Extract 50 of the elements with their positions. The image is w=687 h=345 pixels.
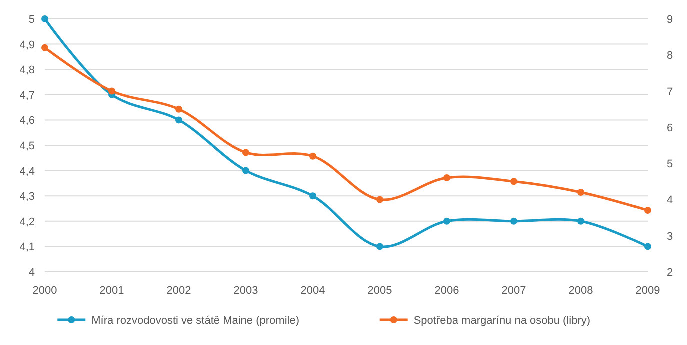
legend-label: Míra rozvodovosti ve státě Maine (promile) bbox=[92, 315, 300, 327]
x-tick-label: 2006 bbox=[434, 285, 460, 297]
y2-tick-label: 9 bbox=[666, 14, 674, 26]
point bbox=[176, 116, 182, 124]
point bbox=[242, 149, 250, 156]
point bbox=[510, 178, 518, 186]
y-tick-label: 4,8 bbox=[20, 64, 35, 77]
point bbox=[444, 174, 450, 182]
y2-tick-label: 5 bbox=[666, 158, 674, 171]
legend-label: Spotřeba margarínu na osobu (libry) bbox=[414, 315, 591, 327]
y2-tick-label: 6 bbox=[666, 122, 674, 134]
y2-tick-label: 3 bbox=[666, 230, 674, 243]
point bbox=[42, 44, 48, 52]
point bbox=[376, 243, 384, 250]
y-tick-label: 4,4 bbox=[20, 166, 35, 178]
x-tick-label: 2009 bbox=[636, 285, 660, 297]
y-tick-label: 5 bbox=[28, 14, 35, 26]
y-tick-label: 4,6 bbox=[20, 115, 35, 128]
x-tick-label: 2003 bbox=[234, 285, 258, 297]
x-tick-label: 2002 bbox=[166, 285, 192, 297]
point bbox=[444, 218, 450, 225]
point bbox=[42, 16, 48, 22]
y-tick-label: 4 bbox=[28, 267, 35, 279]
x-tick-label: 2008 bbox=[568, 285, 594, 297]
point bbox=[310, 152, 316, 160]
point bbox=[310, 192, 316, 200]
y-tick-label: 4,5 bbox=[20, 140, 35, 152]
point bbox=[644, 207, 652, 214]
point bbox=[510, 218, 518, 225]
point bbox=[176, 106, 182, 113]
x-tick-label: 2001 bbox=[100, 285, 124, 297]
y2-tick-label: 8 bbox=[666, 50, 674, 62]
point bbox=[242, 167, 250, 174]
point bbox=[376, 196, 384, 204]
y2-tick-label: 7 bbox=[666, 86, 674, 98]
x-tick-label: 2004 bbox=[300, 285, 326, 297]
y2-tick-label: 2 bbox=[666, 267, 674, 279]
y-tick-label: 4,7 bbox=[20, 90, 35, 102]
y-tick-label: 4,2 bbox=[20, 216, 35, 228]
x-tick-label: 2007 bbox=[502, 285, 526, 297]
point bbox=[644, 243, 652, 250]
y-tick-label: 4,9 bbox=[20, 39, 35, 52]
x-tick-label: 2000 bbox=[32, 285, 58, 297]
y-tick-label: 4,3 bbox=[20, 191, 35, 204]
y-tick-label: 4,1 bbox=[20, 242, 35, 254]
x-tick-label: 2005 bbox=[368, 285, 392, 297]
y2-tick-label: 4 bbox=[666, 194, 674, 207]
point bbox=[578, 218, 584, 225]
point bbox=[108, 88, 116, 95]
point bbox=[578, 188, 584, 196]
